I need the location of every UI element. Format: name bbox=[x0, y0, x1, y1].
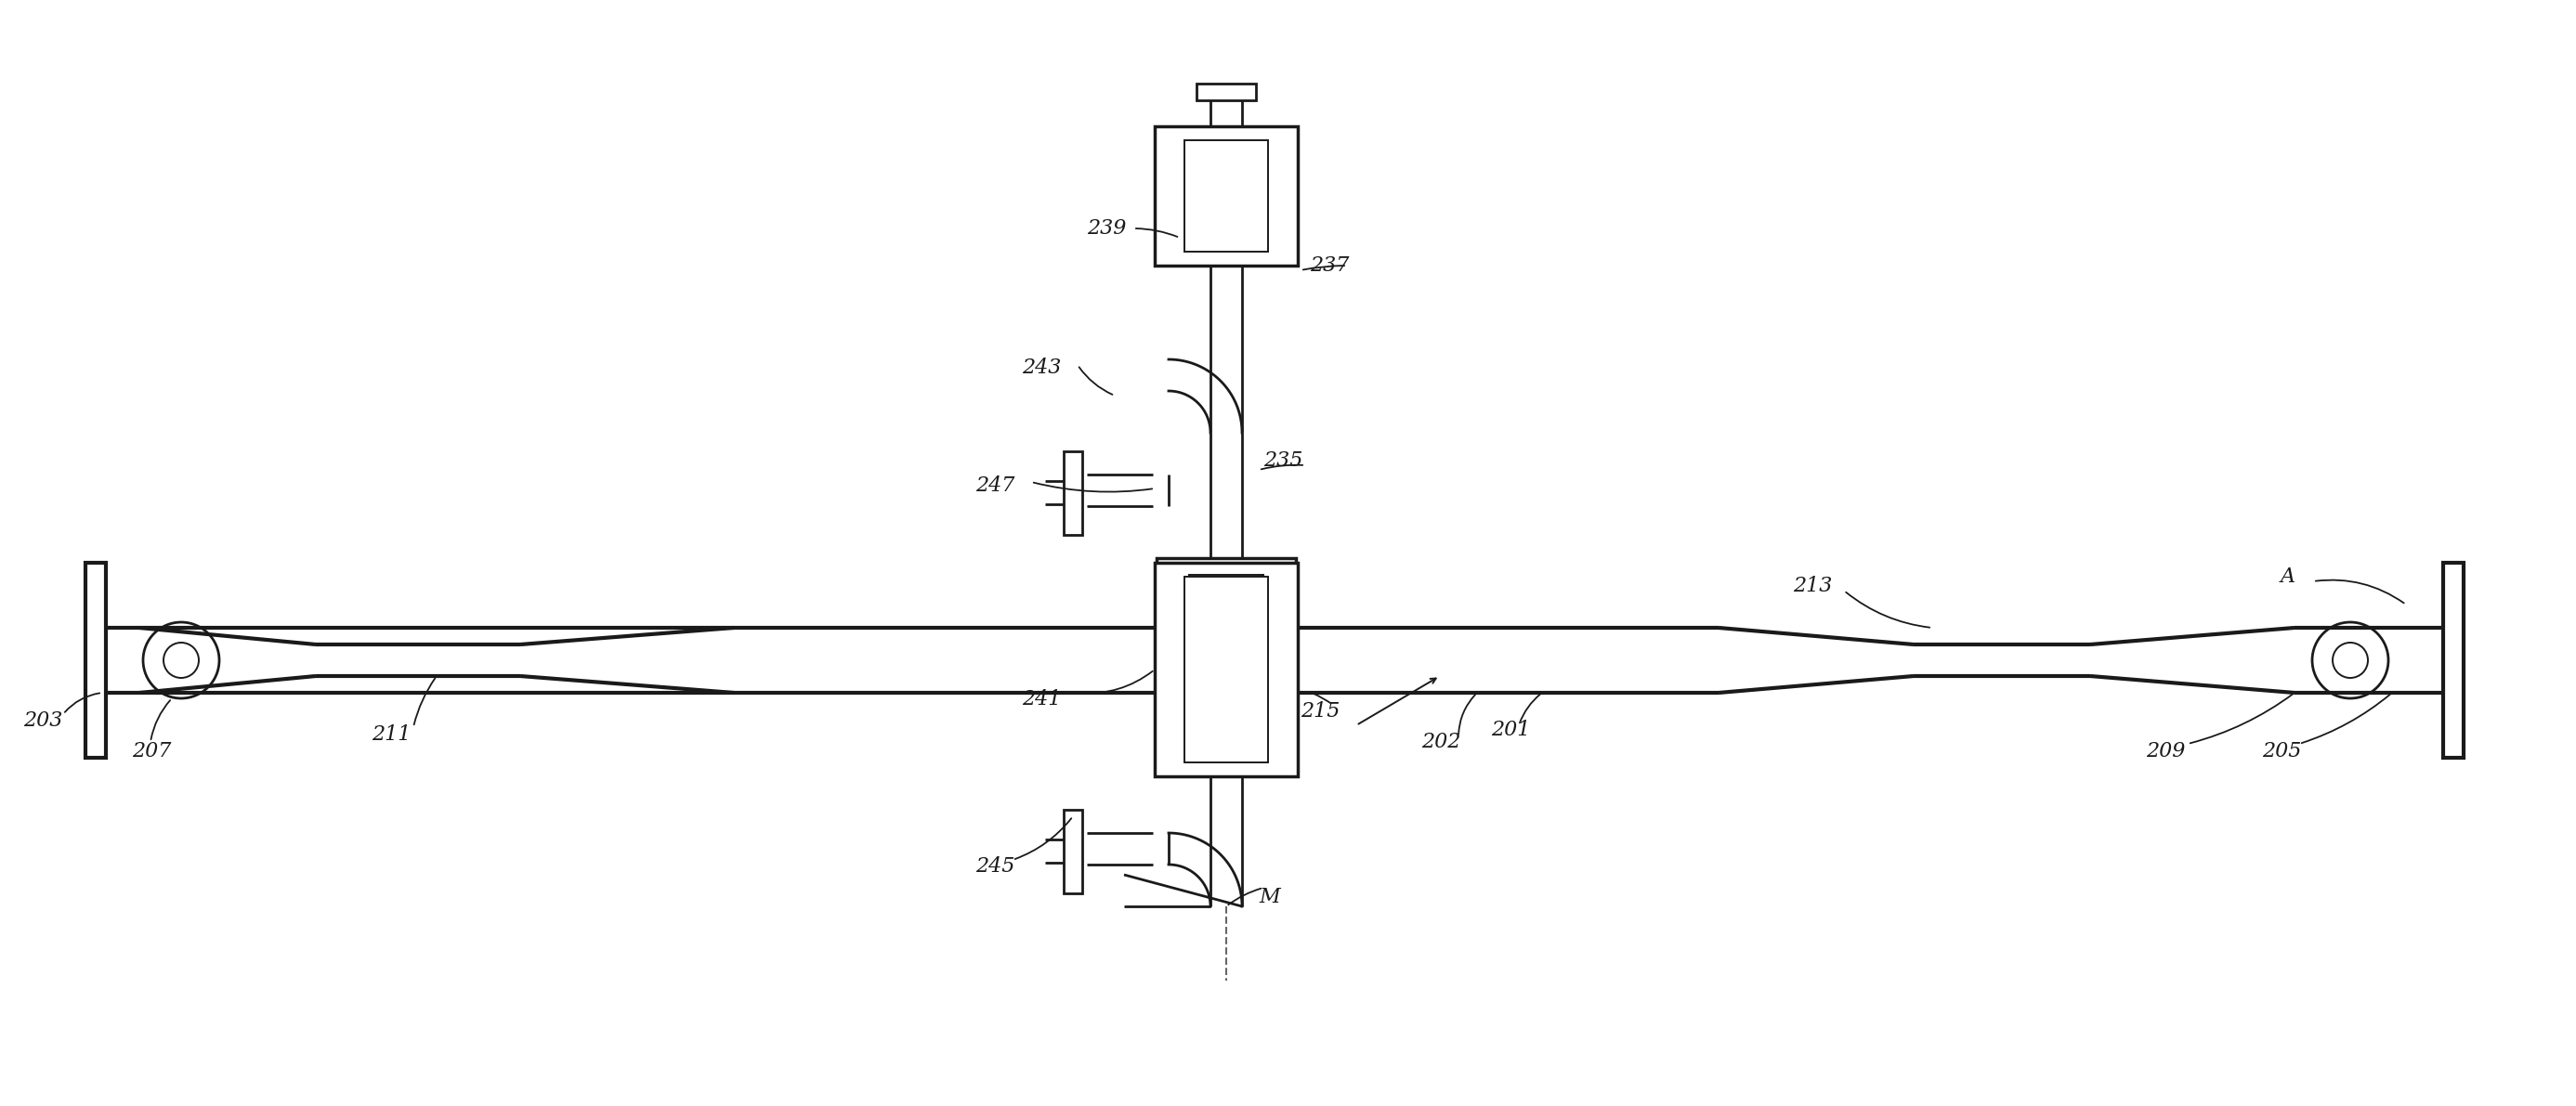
Bar bbox=[1154, 563, 1298, 776]
Bar bbox=[1195, 84, 1257, 101]
Bar bbox=[1064, 451, 1082, 534]
Text: 209: 209 bbox=[2146, 741, 2184, 761]
Text: 215: 215 bbox=[1301, 701, 1340, 721]
Bar bbox=[1185, 140, 1267, 252]
Text: 241: 241 bbox=[1023, 689, 1061, 709]
Text: A: A bbox=[2280, 566, 2295, 587]
Text: 211: 211 bbox=[371, 724, 412, 744]
Bar bbox=[1157, 559, 1296, 762]
Bar bbox=[2442, 563, 2463, 758]
Text: 205: 205 bbox=[2262, 741, 2300, 761]
Bar bbox=[1190, 575, 1262, 745]
Text: 213: 213 bbox=[1793, 576, 1832, 596]
Bar bbox=[1064, 810, 1082, 893]
Text: 235: 235 bbox=[1262, 450, 1303, 471]
Text: M: M bbox=[1260, 887, 1280, 907]
Text: 239: 239 bbox=[1087, 218, 1126, 239]
Bar bbox=[1185, 576, 1267, 762]
Bar bbox=[85, 563, 106, 758]
Text: 245: 245 bbox=[976, 856, 1015, 877]
Text: 247: 247 bbox=[976, 476, 1015, 495]
Text: 243: 243 bbox=[1023, 357, 1061, 378]
Text: 207: 207 bbox=[131, 741, 170, 761]
Text: 203: 203 bbox=[23, 710, 62, 731]
Bar bbox=[1154, 126, 1298, 265]
Text: 202: 202 bbox=[1422, 732, 1461, 752]
Text: 237: 237 bbox=[1309, 255, 1350, 275]
Text: 201: 201 bbox=[1492, 720, 1530, 740]
